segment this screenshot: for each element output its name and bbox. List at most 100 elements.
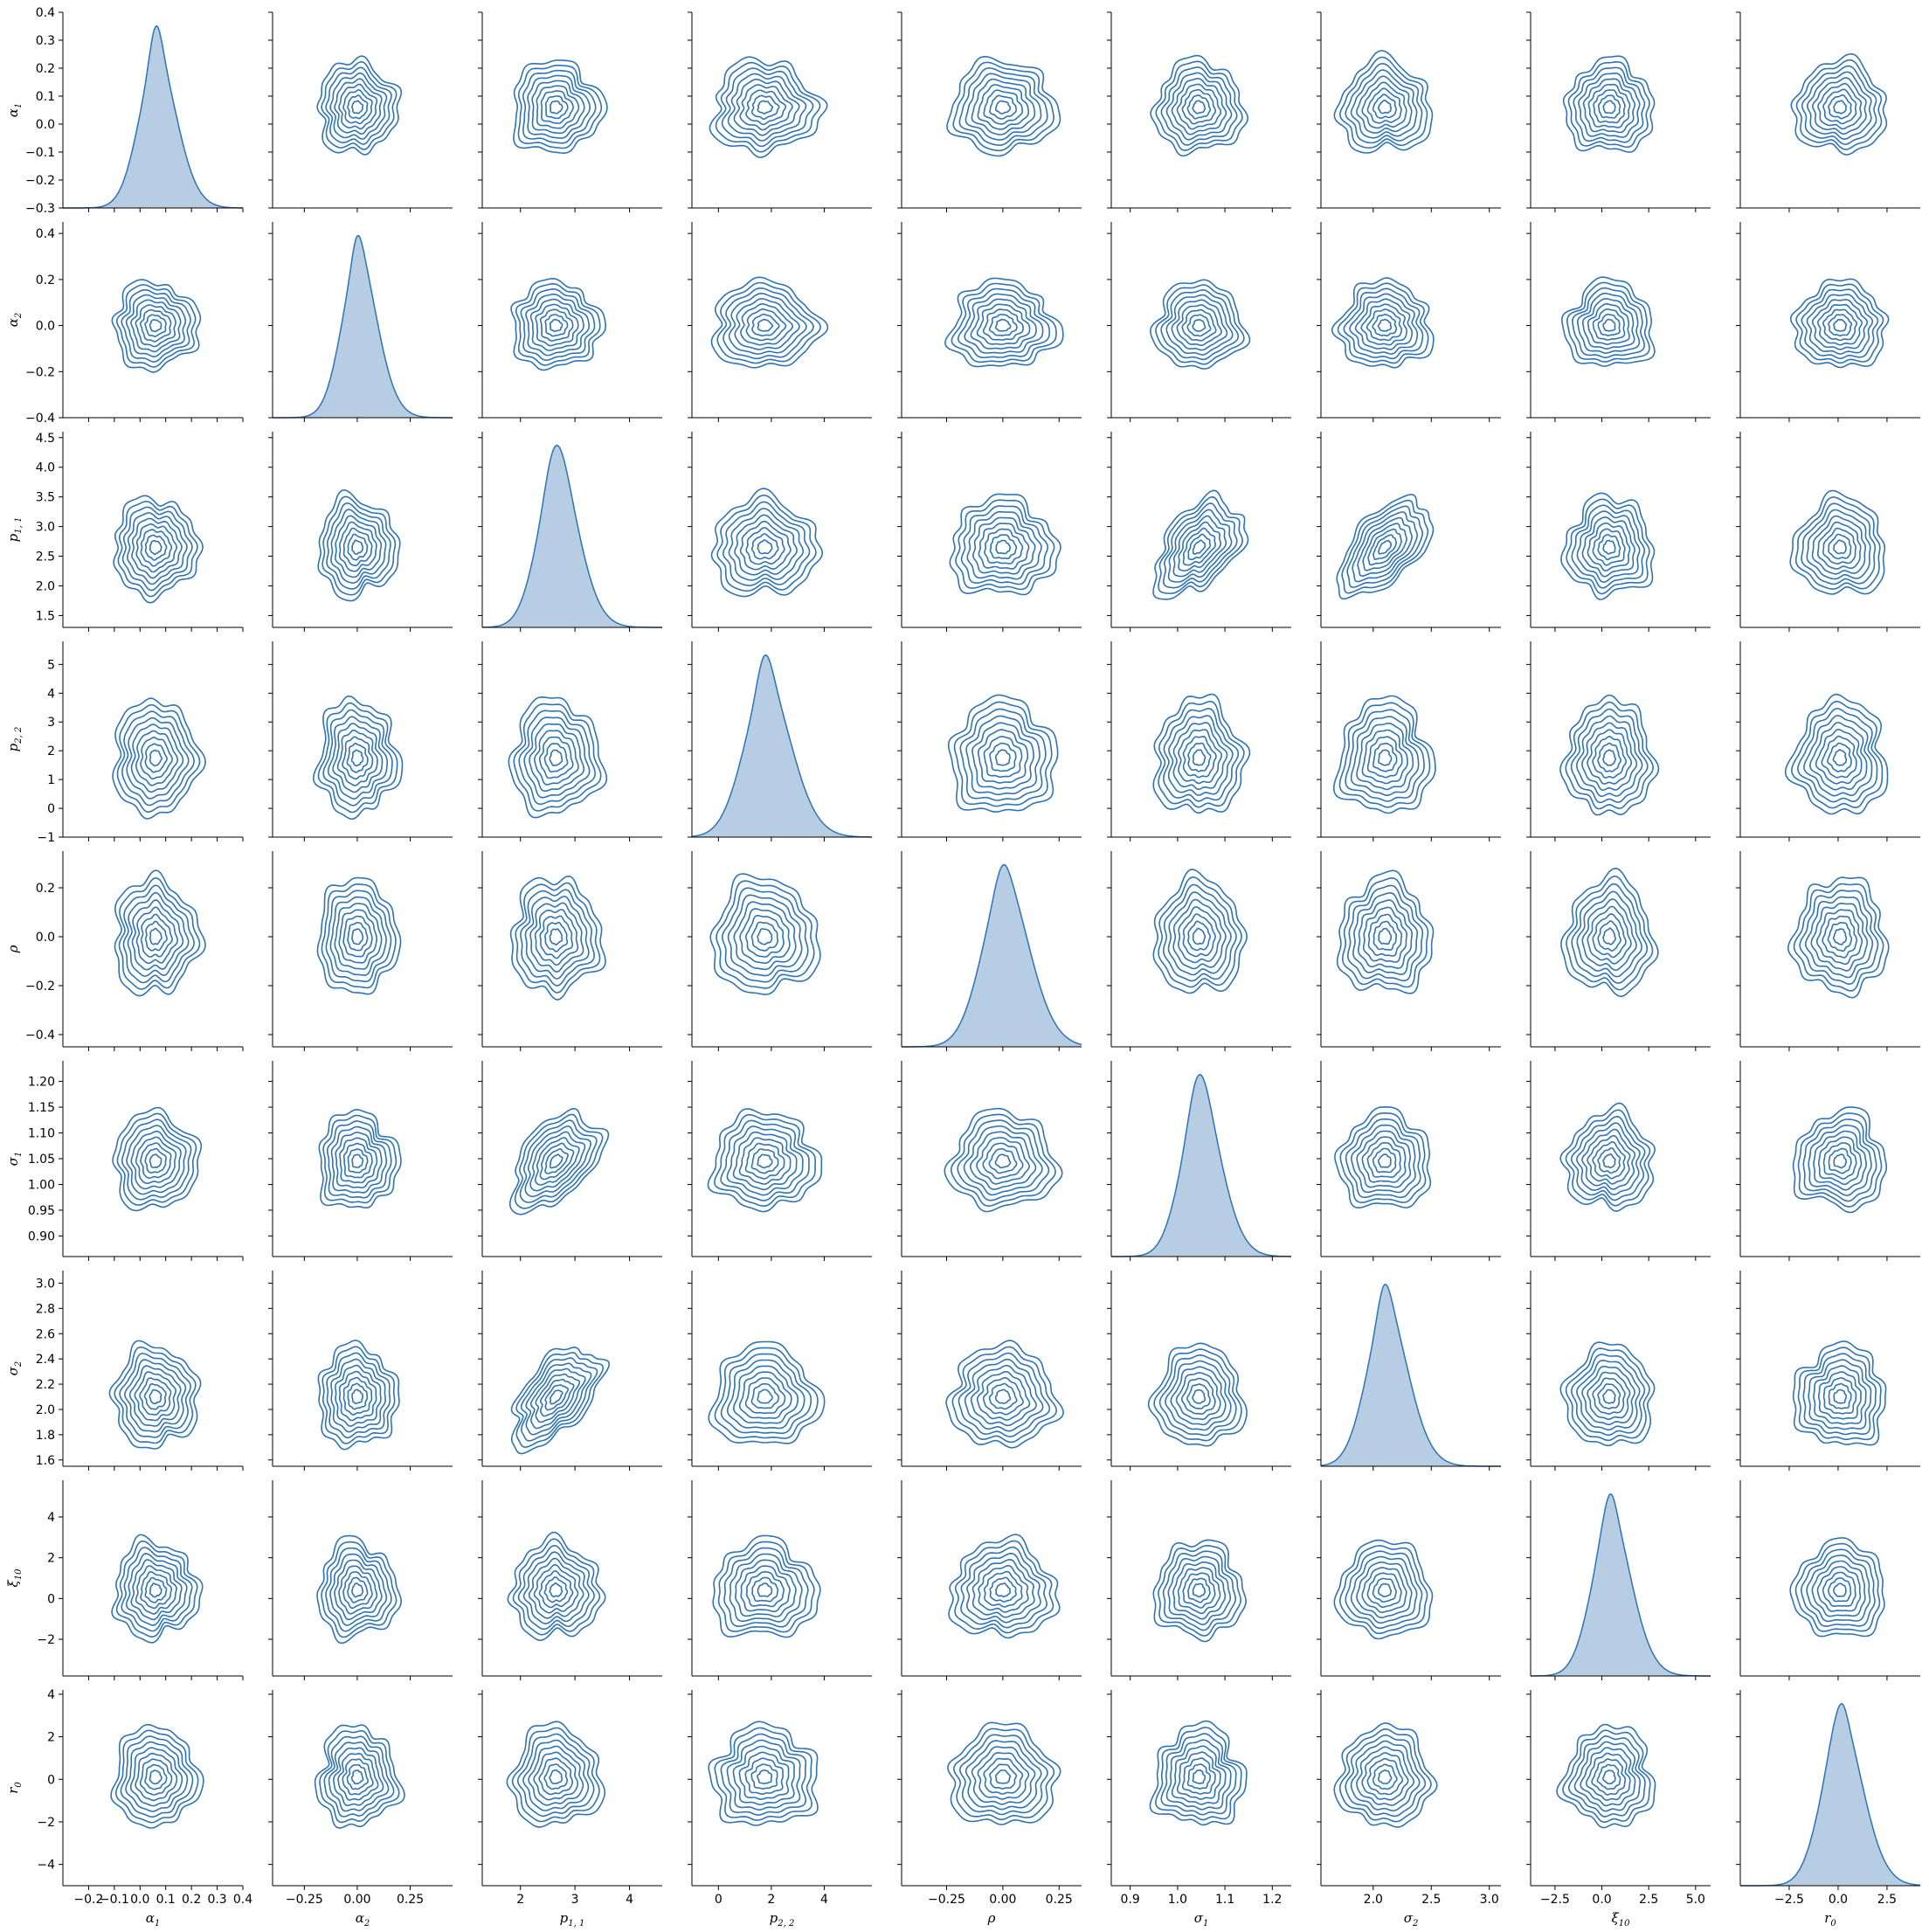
contour-line	[751, 533, 779, 560]
contour-line	[544, 95, 569, 120]
y-tick-label: 2	[47, 1731, 55, 1745]
contour-line	[735, 1559, 797, 1617]
panel-7-7	[1526, 1480, 1711, 1680]
contour-line	[1789, 1537, 1885, 1638]
contour-line	[757, 1153, 773, 1169]
panel-8-8: −2.5 0.0 2.5 r0	[1736, 1690, 1921, 1929]
contour-line	[125, 1553, 188, 1626]
contour-line	[510, 277, 607, 371]
contour-line	[342, 736, 374, 780]
contour-line	[1833, 319, 1848, 332]
y-tick-label: 0	[47, 802, 55, 816]
contour-line	[1377, 1153, 1392, 1168]
contour-line	[982, 1142, 1024, 1180]
contour-line	[1182, 1572, 1216, 1609]
contour-line	[1815, 909, 1863, 966]
contour-line	[982, 1376, 1024, 1416]
contour-line	[1806, 1555, 1871, 1623]
contour-line	[149, 319, 162, 333]
y-tick-label: 3	[47, 716, 55, 730]
contour-line	[1592, 1140, 1626, 1180]
x-tick-label: 2.5	[1421, 1893, 1441, 1907]
contour-line	[958, 67, 1048, 147]
panel-6-0: 1.6 1.8 2.0 2.2 2.4 2.6 2.8 3.0 σ2	[5, 1271, 244, 1471]
contour-line	[955, 499, 1055, 591]
contour-line	[1602, 1153, 1616, 1169]
panel-5-5	[1107, 1061, 1291, 1261]
contour-line	[511, 1727, 600, 1823]
x-axis-label: p1, 1	[560, 1910, 585, 1929]
contour-line	[347, 1148, 369, 1174]
contour-line	[1361, 1136, 1407, 1183]
contour-line	[1804, 896, 1874, 979]
contour-line	[716, 281, 821, 364]
contour-line	[1587, 302, 1630, 345]
contour-line	[710, 276, 829, 369]
contour-line	[1378, 539, 1392, 555]
contour-line	[959, 708, 1047, 801]
x-tick-label: 0.3	[207, 1893, 226, 1907]
panel-0-0: −0.3 −0.2 −0.1 0.0 0.1 0.2 0.3 0.4 α1	[5, 6, 244, 216]
panel-5-4	[897, 1061, 1082, 1261]
contour-line	[1160, 288, 1240, 361]
contour-line	[135, 523, 178, 573]
contour-line	[1806, 509, 1871, 580]
x-axis-label: σ1	[1194, 1910, 1209, 1929]
contour-line	[750, 1382, 779, 1409]
panel-2-3	[688, 432, 872, 632]
contour-line	[971, 1558, 1035, 1618]
contour-line	[977, 729, 1029, 784]
contour-line	[1571, 883, 1649, 984]
contour-line	[144, 1763, 168, 1790]
contour-line	[1801, 65, 1877, 146]
y-tick-label: 4.5	[36, 432, 55, 446]
contour-line	[722, 501, 811, 586]
contour-line	[1186, 314, 1212, 337]
contour-line	[947, 694, 1059, 813]
contour-line	[1789, 278, 1890, 369]
y-tick-label: 4.0	[36, 461, 55, 475]
contour-line	[716, 880, 815, 989]
panel-3-3	[688, 641, 872, 841]
y-tick-label: −1	[37, 831, 55, 845]
contour-line	[346, 1763, 369, 1790]
contour-line	[121, 710, 195, 807]
contour-line	[723, 287, 814, 360]
panel-7-6	[1317, 1480, 1501, 1680]
x-tick-label: −2.5	[1540, 1893, 1570, 1907]
contour-line	[122, 884, 195, 984]
contour-line	[1810, 902, 1869, 972]
contour-line	[1187, 742, 1212, 772]
y-tick-label: 0	[47, 1592, 55, 1606]
contour-line	[330, 509, 387, 585]
contour-line	[744, 915, 785, 958]
contour-line	[1377, 100, 1392, 114]
contour-line	[1828, 1577, 1852, 1603]
contour-line	[130, 299, 182, 353]
contour-line	[1361, 1752, 1409, 1801]
panel-1-1	[268, 222, 453, 422]
contour-line	[732, 1131, 798, 1191]
contour-line	[535, 1373, 581, 1423]
contour-line	[1797, 708, 1878, 803]
panel-0-5	[1107, 11, 1291, 212]
contour-line	[1597, 1146, 1621, 1174]
contour-line	[1828, 1147, 1852, 1174]
contour-line	[1187, 533, 1212, 561]
contour-line	[121, 1118, 192, 1201]
y-tick-label: 3.5	[36, 491, 55, 505]
panel-3-8	[1736, 641, 1920, 841]
contour-line	[1799, 890, 1879, 986]
x-tick-label: 2.0	[1364, 1893, 1383, 1907]
panel-8-0: −0.2−0.1 0.0 0.1 0.2 0.3 0.4 −4 −2 0 2 4 α1 r0	[5, 1688, 252, 1929]
contour-line	[119, 1353, 191, 1438]
contour-line	[1377, 1582, 1392, 1598]
contour-line	[334, 1559, 383, 1621]
y-tick-label: 0.2	[36, 62, 55, 76]
contour-line	[508, 1107, 610, 1215]
contour-line	[144, 743, 168, 773]
contour-line	[1587, 1371, 1631, 1420]
contour-line	[989, 1576, 1017, 1603]
contour-line	[1178, 521, 1222, 571]
contour-line	[1575, 1122, 1641, 1196]
